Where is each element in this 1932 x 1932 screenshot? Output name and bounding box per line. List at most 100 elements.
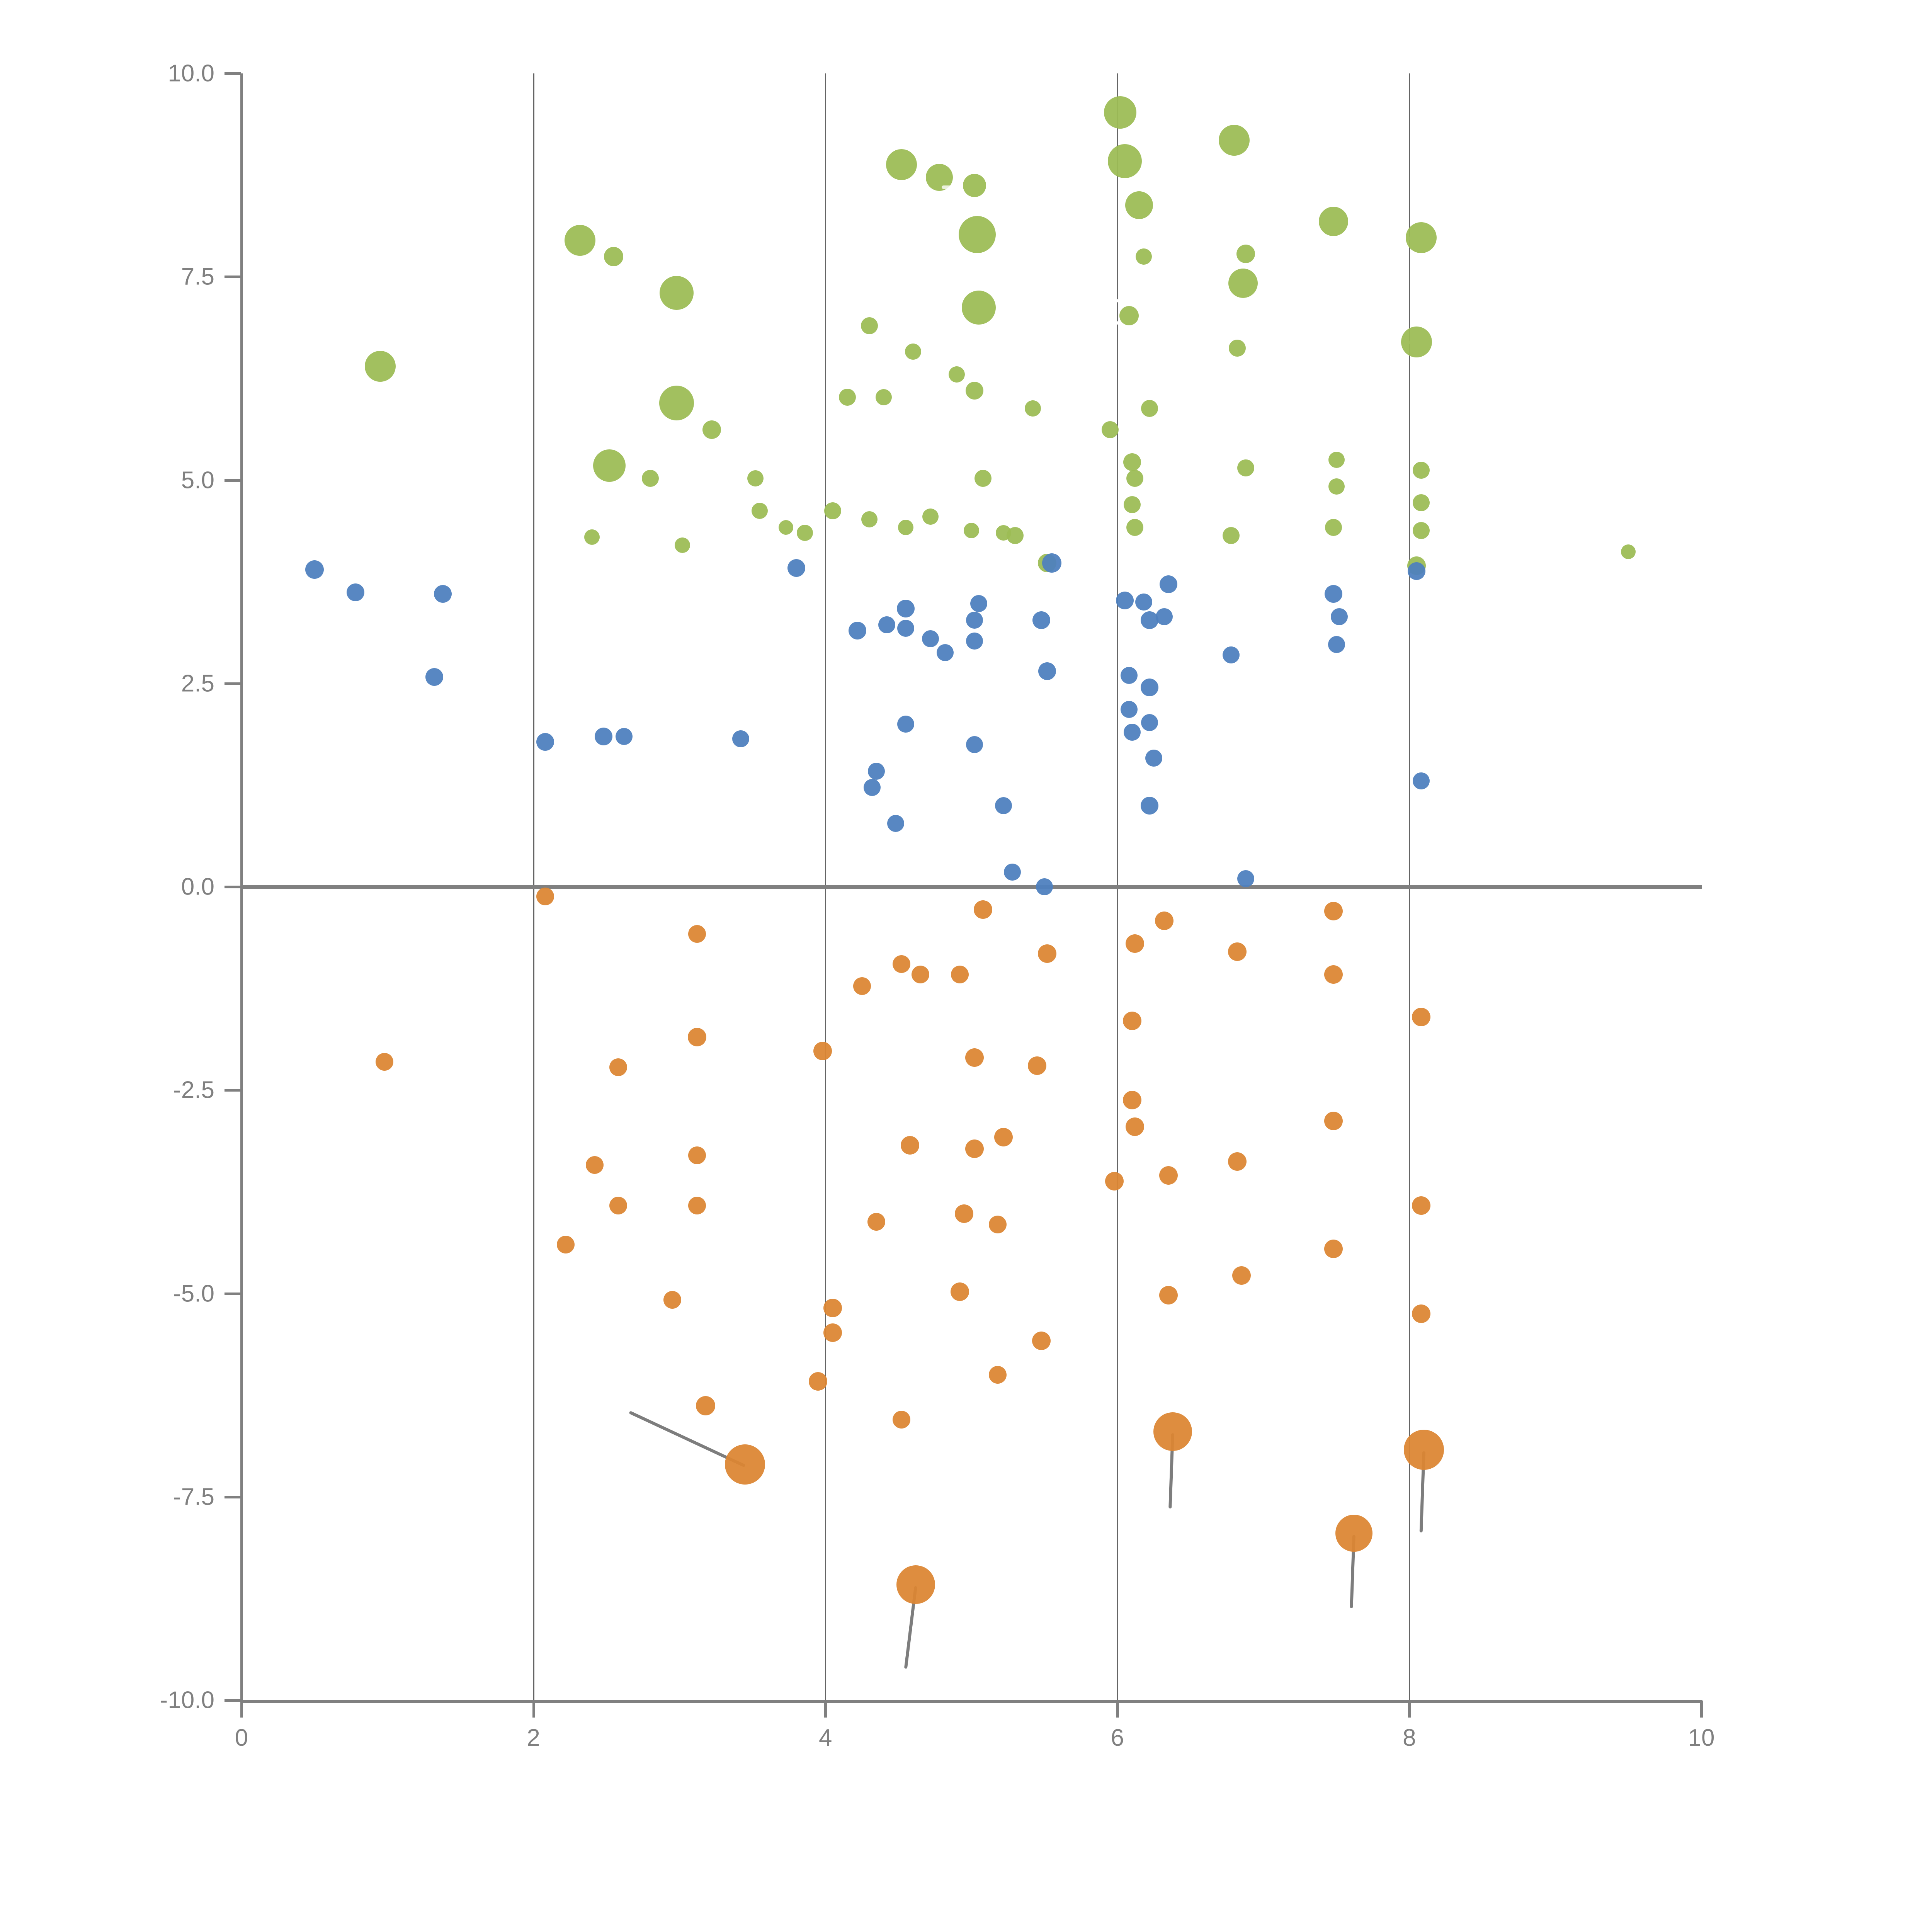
data-point-green[interactable] [565, 224, 596, 256]
data-point-blue[interactable] [1412, 772, 1430, 790]
data-point-green[interactable] [1412, 522, 1430, 539]
data-point-blue[interactable] [864, 779, 881, 796]
data-point-green[interactable] [1119, 306, 1139, 326]
data-point-blue[interactable] [1003, 864, 1021, 881]
data-point-green[interactable] [747, 470, 764, 487]
data-point-green[interactable] [905, 343, 921, 360]
data-point-green[interactable] [1228, 269, 1258, 298]
data-point-orange[interactable] [867, 1213, 886, 1231]
data-point-green[interactable] [886, 149, 917, 180]
data-point-green[interactable] [1104, 96, 1137, 129]
data-point-blue[interactable] [970, 595, 987, 612]
data-point-orange[interactable] [823, 1323, 842, 1342]
data-point-blue[interactable] [868, 763, 885, 780]
data-point-blue[interactable] [936, 644, 954, 661]
data-point-blue[interactable] [305, 560, 324, 579]
data-point-green[interactable] [1141, 400, 1158, 417]
data-point-orange[interactable] [950, 1282, 969, 1301]
data-point-orange[interactable] [965, 1048, 984, 1067]
data-point-blue[interactable] [1223, 646, 1240, 664]
data-point-blue[interactable] [1036, 878, 1053, 895]
data-point-orange[interactable] [1032, 1331, 1051, 1350]
data-point-green[interactable] [1123, 496, 1141, 513]
data-point-blue[interactable] [1038, 662, 1056, 680]
data-point-orange[interactable] [1159, 1166, 1178, 1185]
data-point-orange[interactable] [688, 1197, 706, 1215]
data-point-blue[interactable] [536, 733, 554, 751]
data-point-orange[interactable] [687, 1028, 706, 1047]
data-point-blue[interactable] [346, 583, 364, 601]
data-point-blue[interactable] [878, 616, 895, 634]
data-point-green[interactable] [1412, 462, 1430, 479]
data-point-green[interactable] [949, 366, 965, 383]
data-point-blue[interactable] [1331, 608, 1348, 626]
data-point-green[interactable] [861, 511, 878, 527]
data-point-blue[interactable] [1237, 870, 1255, 887]
data-point-green[interactable] [1236, 245, 1255, 264]
data-point-orange[interactable] [1159, 1286, 1178, 1304]
data-point-orange[interactable] [955, 1204, 974, 1223]
data-point-orange[interactable] [951, 966, 969, 984]
data-point-green[interactable] [641, 470, 659, 487]
data-point-green[interactable] [1107, 144, 1142, 179]
data-point-green[interactable] [659, 276, 694, 310]
data-point-orange[interactable] [994, 1128, 1013, 1147]
data-point-orange[interactable] [989, 1215, 1007, 1233]
data-point-green[interactable] [604, 247, 624, 266]
data-point-orange[interactable] [609, 1197, 627, 1215]
data-point-green[interactable] [1325, 519, 1342, 536]
data-point-blue[interactable] [1032, 611, 1051, 629]
data-point-blue[interactable] [1123, 724, 1141, 741]
data-point-orange[interactable] [1232, 1266, 1251, 1285]
data-point-blue[interactable] [1121, 667, 1138, 684]
data-point-orange[interactable] [1105, 1172, 1124, 1190]
data-point-orange[interactable] [892, 1410, 910, 1429]
data-point-blue[interactable] [922, 630, 939, 647]
data-point-orange[interactable] [376, 1053, 394, 1071]
data-point-blue[interactable] [887, 815, 904, 832]
data-point-orange[interactable] [1126, 934, 1145, 953]
data-point-green[interactable] [1126, 470, 1144, 487]
data-point-blue[interactable] [434, 585, 452, 603]
data-point-blue[interactable] [1155, 608, 1173, 626]
data-point-orange[interactable] [1324, 1239, 1343, 1258]
data-point-blue[interactable] [849, 621, 867, 639]
data-point-blue[interactable] [1145, 750, 1163, 767]
data-point-green[interactable] [1024, 400, 1041, 417]
data-point-orange[interactable] [1324, 902, 1343, 921]
data-point-orange[interactable] [1404, 1429, 1444, 1470]
data-point-orange[interactable] [688, 925, 706, 943]
data-point-orange[interactable] [586, 1156, 604, 1174]
data-point-orange[interactable] [974, 900, 993, 919]
data-point-green[interactable] [1328, 478, 1345, 495]
data-point-green[interactable] [963, 174, 986, 197]
data-point-blue[interactable] [425, 668, 443, 686]
data-point-green[interactable] [961, 291, 996, 325]
data-point-blue[interactable] [1328, 636, 1345, 653]
data-point-orange[interactable] [989, 1366, 1007, 1384]
data-point-green[interactable] [959, 216, 996, 253]
data-point-orange[interactable] [1028, 1056, 1046, 1075]
data-point-green[interactable] [702, 420, 721, 439]
data-point-orange[interactable] [609, 1058, 627, 1077]
data-point-orange[interactable] [965, 1139, 984, 1158]
data-point-green[interactable] [838, 388, 856, 406]
data-point-orange[interactable] [1324, 965, 1343, 984]
data-point-blue[interactable] [1141, 714, 1158, 731]
data-point-blue[interactable] [787, 559, 805, 577]
data-point-green[interactable] [1135, 248, 1152, 265]
data-point-green[interactable] [876, 389, 892, 405]
data-point-orange[interactable] [911, 966, 929, 984]
data-point-orange[interactable] [536, 888, 554, 906]
data-point-green[interactable] [1401, 326, 1432, 357]
data-point-green[interactable] [964, 523, 979, 538]
data-point-green[interactable] [1228, 340, 1246, 357]
data-point-blue[interactable] [1121, 701, 1138, 718]
data-point-green[interactable] [674, 537, 690, 553]
data-point-orange[interactable] [823, 1299, 842, 1318]
data-point-green[interactable] [965, 381, 983, 400]
data-point-orange[interactable] [696, 1396, 716, 1415]
data-point-green[interactable] [1125, 191, 1153, 219]
data-point-blue[interactable] [615, 728, 633, 745]
data-point-green[interactable] [1328, 451, 1345, 468]
